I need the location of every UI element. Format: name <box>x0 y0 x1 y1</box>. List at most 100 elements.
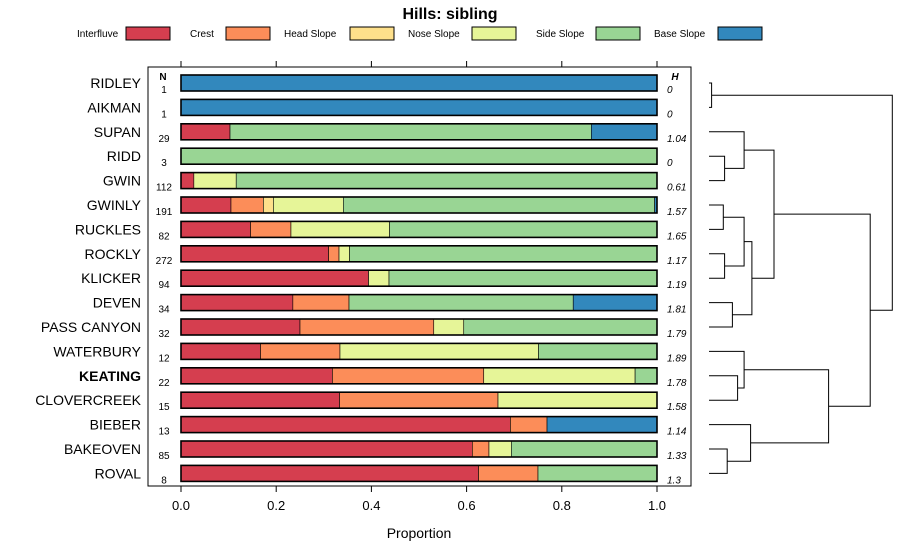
row-n-value: 13 <box>158 427 170 438</box>
row-label: RUCKLES <box>75 221 141 237</box>
row-roval: ROVAL 8 1.3 <box>95 464 681 486</box>
row-h-value: 1.19 <box>667 280 687 291</box>
dendrogram-branch <box>709 302 733 328</box>
row-label: AIKMAN <box>87 99 141 115</box>
bar-segment-side-slope <box>463 318 658 336</box>
x-tick-label: 0.2 <box>267 498 285 513</box>
row-label: KEATING <box>79 368 141 384</box>
x-tick-label: 0.6 <box>458 498 476 513</box>
bar-segment-crest <box>328 245 340 263</box>
bar-outline <box>180 318 658 336</box>
dendrogram-branch <box>709 131 745 169</box>
bar-segment-interfluve <box>180 221 251 238</box>
row-label: WATERBURY <box>53 343 141 359</box>
legend-label-4: Side Slope <box>536 29 585 40</box>
bar-segment-interfluve <box>180 440 473 458</box>
dendrogram-branch <box>744 369 830 444</box>
bar-segment-nose-slope <box>290 221 390 238</box>
dendrogram-branch <box>709 375 739 401</box>
bar-segment-nose-slope <box>483 367 636 385</box>
row-label: ROCKLY <box>84 246 141 262</box>
bar-segment-nose-slope <box>193 172 237 189</box>
row-h-value: 1.3 <box>667 475 681 486</box>
bar-segment-nose-slope <box>273 196 344 214</box>
legend-swatch-3 <box>471 26 517 41</box>
bar-segment-interfluve <box>180 465 479 482</box>
row-gwinly: GWINLY 191 1.57 <box>87 196 687 218</box>
bar-outline <box>180 293 658 312</box>
x-tick-label: 1.0 <box>648 498 666 513</box>
bar-segment-side-slope <box>634 367 658 385</box>
bar-segment-side-slope <box>349 245 658 263</box>
bar-outline <box>180 98 658 117</box>
row-n-value: 29 <box>158 134 170 145</box>
dendrogram-branch <box>723 216 745 267</box>
row-klicker: KLICKER 94 1.19 <box>81 269 687 291</box>
bar-segment-side-slope <box>511 440 658 458</box>
legend-label-1: Crest <box>190 29 214 40</box>
row-deven: DEVEN 34 1.81 <box>93 293 686 316</box>
row-ruckles: RUCKLES 82 1.65 <box>75 220 687 242</box>
row-label: SUPAN <box>94 124 141 140</box>
row-rockly: ROCKLY 272 1.17 <box>84 245 687 267</box>
x-tick-label: 0.4 <box>362 498 380 513</box>
dendrogram-branch <box>774 213 871 407</box>
bar-segment-base-slope <box>572 294 658 311</box>
row-label: RIDLEY <box>90 75 141 91</box>
row-label: BAKEOVEN <box>64 441 141 457</box>
legend-swatch-5 <box>717 26 763 41</box>
bar-segment-interfluve <box>180 123 231 141</box>
dendrogram-branch <box>709 204 724 230</box>
row-h-value: 0.61 <box>667 183 686 194</box>
row-n-value: 3 <box>161 158 167 169</box>
legend: Interfluve Crest Head Slope Nose Slope Side … <box>77 26 763 41</box>
row-bakeoven: BAKEOVEN 85 1.33 <box>64 440 687 462</box>
row-label: RIDD <box>107 148 141 164</box>
row-bieber: BIEBER 13 1.14 <box>90 415 687 438</box>
bar-segment-nose-slope <box>338 245 350 263</box>
legend-swatch-2 <box>349 26 395 41</box>
row-h-value: 0 <box>667 85 673 96</box>
h-column-header: H <box>671 72 679 83</box>
x-axis-title: Proportion <box>387 525 452 541</box>
row-label: PASS CANYON <box>41 319 141 335</box>
bar-segment-interfluve <box>180 367 333 385</box>
bar-segment-crest <box>472 440 490 458</box>
bar-outline <box>180 342 658 361</box>
bar-outline <box>180 245 658 263</box>
row-h-value: 1.81 <box>667 305 686 316</box>
row-h-value: 0 <box>667 158 673 169</box>
n-column-header: N <box>159 72 166 83</box>
row-n-value: 12 <box>158 353 170 364</box>
bar-segment-crest <box>250 221 292 238</box>
legend-label-0: Interfluve <box>77 29 119 40</box>
bar-segment-interfluve <box>180 294 294 311</box>
bar-segment-side-slope <box>229 123 592 141</box>
bar-segment-crest <box>292 294 350 311</box>
row-label: GWINLY <box>87 197 142 213</box>
row-n-value: 191 <box>156 207 173 218</box>
dendrogram-branch <box>709 424 752 462</box>
row-n-value: 82 <box>158 231 170 242</box>
x-axis: 0.0 0.2 0.4 0.6 0.8 1.0 <box>172 61 666 513</box>
x-tick-label: 0.0 <box>172 498 190 513</box>
row-aikman: AIKMAN 1 0 <box>87 98 673 120</box>
bar-outline <box>180 147 658 165</box>
bar-outline <box>180 440 658 458</box>
bar-segment-crest <box>299 318 435 336</box>
bar-segment-crest <box>478 465 539 482</box>
bar-segment-interfluve <box>180 196 232 214</box>
bar-segment-crest <box>260 343 341 360</box>
row-h-value: 1.33 <box>667 451 687 462</box>
row-n-value: 272 <box>156 256 173 267</box>
dendrogram <box>709 82 893 474</box>
legend-swatch-4 <box>595 26 641 41</box>
bar-segment-interfluve <box>180 416 511 433</box>
legend-label-3: Nose Slope <box>408 29 460 40</box>
row-h-value: 1.79 <box>667 329 687 340</box>
bar-segment-crest <box>339 391 499 409</box>
row-label: CLOVERCREEK <box>35 392 141 408</box>
row-h-value: 1.17 <box>667 256 687 267</box>
legend-label-2: Head Slope <box>284 29 337 40</box>
